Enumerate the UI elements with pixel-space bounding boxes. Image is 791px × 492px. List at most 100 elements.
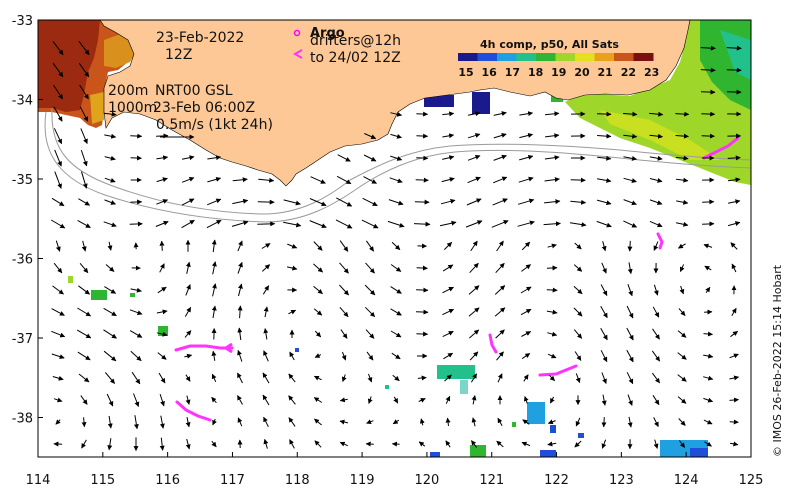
current-arrow: [521, 331, 532, 337]
current-arrow: [237, 261, 243, 274]
current-arrow: [626, 305, 634, 319]
current-arrow: [574, 440, 582, 448]
current-arrow: [442, 308, 455, 316]
current-arrow: [471, 395, 477, 405]
current-arrow: [237, 305, 243, 319]
current-arrow: [416, 265, 428, 271]
contour-1000-label: 1000m: [108, 100, 157, 116]
current-arrow: [601, 262, 607, 274]
current-arrow: [544, 199, 561, 205]
current-arrow: [440, 198, 456, 205]
current-arrow: [314, 353, 322, 358]
current-arrow: [627, 416, 633, 428]
current-arrow: [288, 395, 296, 405]
current-arrow: [237, 327, 243, 341]
current-arrow: [262, 285, 270, 295]
current-arrow: [546, 309, 558, 315]
current-arrow: [469, 351, 479, 361]
current-arrow: [573, 285, 583, 295]
current-arrow: [341, 351, 347, 361]
current-arrow: [731, 307, 737, 316]
current-arrow: [470, 240, 478, 252]
current-arrow: [651, 350, 661, 362]
current-arrow: [675, 221, 689, 227]
current-arrow: [314, 418, 322, 426]
current-arrow: [339, 262, 349, 274]
colorbar-label: 19: [551, 66, 566, 79]
current-arrow: [364, 306, 376, 318]
current-arrow: [104, 177, 116, 183]
current-arrow: [237, 349, 243, 362]
current-arrow: [391, 241, 401, 251]
current-arrow: [80, 128, 88, 145]
current-arrow: [77, 307, 92, 317]
y-axis: -33 -34 -35 -36 -37 -38: [12, 14, 43, 427]
current-arrow: [181, 219, 195, 229]
current-arrow: [702, 199, 715, 205]
current-arrow: [703, 353, 714, 359]
current-arrow: [675, 133, 689, 139]
current-arrow: [677, 352, 687, 360]
current-arrow: [365, 240, 375, 252]
current-arrow: [81, 439, 87, 449]
current-arrow: [467, 154, 481, 161]
current-arrow: [649, 177, 663, 183]
current-arrow: [159, 240, 165, 251]
current-arrow: [55, 240, 61, 252]
current-arrow: [468, 111, 481, 117]
current-arrow: [314, 330, 322, 338]
current-arrow: [573, 307, 583, 317]
current-arrow: [211, 373, 217, 383]
current-arrow: [676, 177, 689, 183]
current-arrow: [521, 352, 531, 360]
current-arrow: [471, 417, 477, 427]
current-arrow: [601, 372, 607, 384]
plot-frame: [37, 19, 752, 458]
current-arrow: [390, 308, 402, 316]
current-arrow: [544, 177, 560, 183]
current-arrow: [653, 439, 659, 449]
current-arrow: [445, 440, 451, 448]
current-arrow: [262, 372, 270, 384]
current-arrow: [336, 197, 353, 207]
current-arrow: [469, 262, 479, 274]
current-arrow: [418, 441, 426, 447]
current-arrow: [649, 155, 663, 161]
current-arrow: [549, 374, 555, 382]
current-arrow: [54, 149, 62, 167]
current-arrow: [523, 374, 529, 382]
current-arrow: [417, 375, 427, 381]
current-arrow: [545, 133, 560, 139]
current-arrow: [518, 198, 535, 205]
current-arrow: [442, 155, 455, 161]
current-arrow: [545, 111, 560, 117]
current-arrow: [600, 306, 608, 319]
current-arrow: [104, 286, 117, 294]
x-tick-label: 114: [26, 473, 51, 488]
current-arrow: [363, 154, 377, 162]
current-arrow: [496, 351, 504, 361]
current-arrow: [547, 331, 558, 337]
current-arrow: [364, 284, 376, 296]
current-arrow: [231, 220, 249, 227]
current-arrow: [156, 155, 169, 161]
current-arrow: [211, 283, 217, 297]
y-tick-label: -38: [12, 412, 33, 427]
current-arrow: [652, 328, 660, 340]
colorbar-label: 21: [598, 66, 613, 79]
current-arrow: [81, 417, 87, 428]
current-arrow: [392, 419, 400, 425]
current-arrow: [442, 133, 455, 139]
current-arrow: [574, 351, 582, 361]
credit-label: © IMOS 26-Feb-2022 15:14 Hobart: [771, 264, 784, 457]
current-arrow: [207, 155, 222, 161]
current-arrow: [546, 265, 558, 271]
current-arrow: [700, 89, 716, 95]
current-arrow: [211, 396, 217, 404]
current-arrow: [211, 239, 217, 253]
current-arrow: [626, 349, 634, 363]
current-arrow: [339, 419, 349, 425]
current-arrow: [80, 395, 88, 405]
current-arrow: [414, 199, 430, 205]
current-arrow: [390, 133, 402, 139]
